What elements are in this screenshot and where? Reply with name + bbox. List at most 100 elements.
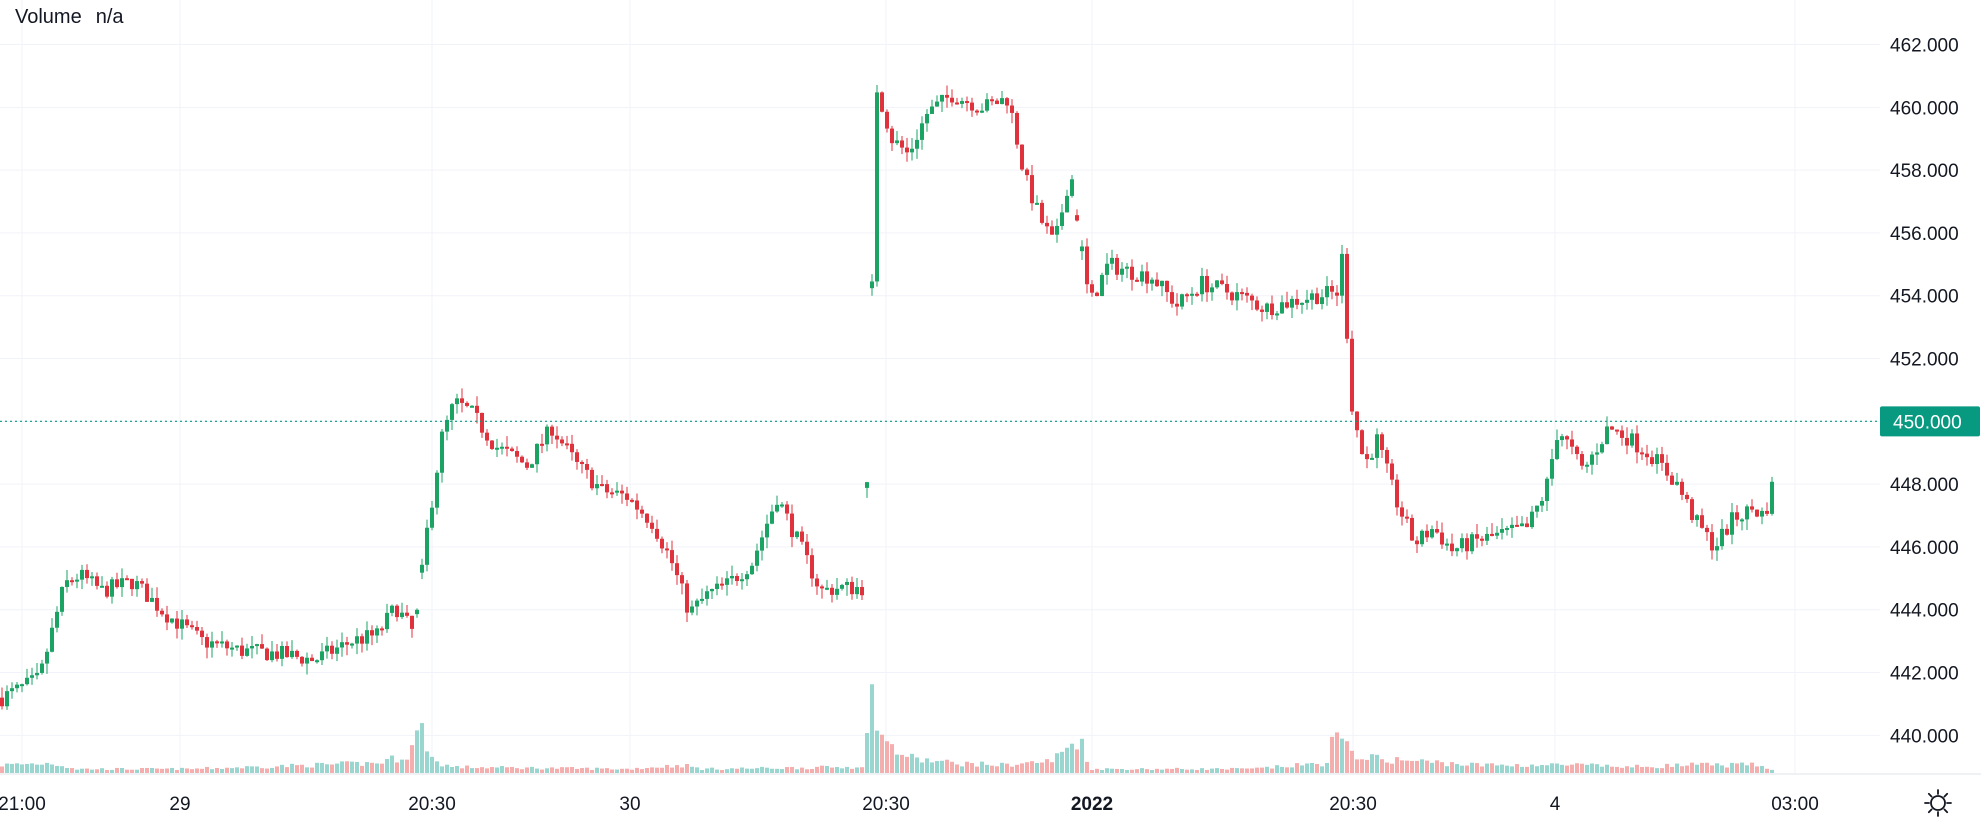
volume-bar bbox=[830, 767, 834, 773]
price-tick-label: 448.000 bbox=[1890, 475, 1959, 496]
settings-button[interactable] bbox=[1923, 788, 1953, 818]
volume-bar bbox=[1330, 736, 1334, 773]
volume-bar bbox=[1370, 754, 1374, 773]
candle-body bbox=[1355, 411, 1359, 431]
volume-bar bbox=[775, 768, 779, 773]
volume-bar bbox=[1300, 765, 1304, 773]
volume-bar bbox=[1665, 763, 1669, 773]
grid-lines bbox=[0, 0, 1880, 773]
volume-bar bbox=[540, 769, 544, 773]
candle-body bbox=[850, 581, 854, 595]
volume-bar bbox=[1245, 768, 1249, 773]
volume-bar bbox=[1435, 760, 1439, 773]
candle-body bbox=[640, 509, 644, 514]
candle-body bbox=[120, 578, 124, 588]
volume-bar bbox=[1165, 768, 1169, 773]
volume-bar bbox=[1640, 766, 1644, 773]
candle-body bbox=[1685, 494, 1689, 500]
volume-bar bbox=[1110, 768, 1114, 773]
volume-bar bbox=[690, 766, 694, 773]
candle-body bbox=[1765, 510, 1769, 514]
price-tick-label: 440.000 bbox=[1890, 726, 1959, 747]
candle-body bbox=[810, 555, 814, 579]
volume-bar bbox=[870, 684, 874, 773]
volume-bar bbox=[1275, 765, 1279, 773]
volume-bar bbox=[1715, 763, 1719, 773]
volume-bar bbox=[330, 764, 334, 773]
candle-body bbox=[1505, 528, 1509, 531]
candle-body bbox=[655, 528, 659, 539]
gear-icon bbox=[1924, 789, 1952, 817]
volume-bar bbox=[1740, 762, 1744, 773]
volume-bar bbox=[850, 768, 854, 773]
volume-bar bbox=[1210, 768, 1214, 773]
candle-body bbox=[1555, 440, 1559, 460]
volume-bar bbox=[1555, 763, 1559, 773]
candle-body bbox=[310, 657, 314, 662]
candle-body bbox=[1335, 292, 1339, 296]
volume-bar bbox=[970, 763, 974, 773]
volume-bar bbox=[1545, 765, 1549, 773]
candle-body bbox=[870, 281, 874, 289]
volume-bar bbox=[285, 767, 289, 773]
candle-body bbox=[145, 583, 149, 602]
volume-bar bbox=[125, 769, 129, 773]
volume-bar bbox=[1650, 767, 1654, 773]
candle-body bbox=[110, 579, 114, 597]
candle-body bbox=[35, 672, 39, 676]
volume-bar bbox=[105, 770, 109, 773]
volume-bar bbox=[235, 767, 239, 773]
volume-bar bbox=[890, 744, 894, 773]
price-axis[interactable]: 462.000 460.000 458.000 456.000 454.000 452.0… bbox=[1880, 0, 1981, 827]
candle-body bbox=[715, 583, 719, 590]
volume-bar bbox=[1075, 749, 1079, 773]
volume-bar bbox=[1050, 762, 1054, 773]
candle-body bbox=[945, 94, 949, 98]
candle-body bbox=[60, 586, 64, 612]
volume-bar bbox=[1195, 770, 1199, 773]
candle-body bbox=[1145, 271, 1149, 284]
candle-body bbox=[1010, 105, 1014, 113]
volume-bar bbox=[390, 755, 394, 773]
time-axis[interactable]: 21:00 29 20:30 30 20:30 2022 20:30 4 03:00 bbox=[0, 773, 1981, 815]
volume-bar bbox=[1415, 760, 1419, 773]
volume-bar bbox=[815, 766, 819, 773]
volume-bar bbox=[210, 769, 214, 773]
volume-bar bbox=[1095, 768, 1099, 773]
candle-body bbox=[1710, 532, 1714, 551]
candle-body bbox=[395, 605, 399, 618]
volume-bar bbox=[980, 761, 984, 773]
candle-body bbox=[5, 691, 9, 707]
candle-body bbox=[195, 626, 199, 631]
volume-bar bbox=[1405, 760, 1409, 773]
candle-body bbox=[990, 99, 994, 102]
candle-body bbox=[40, 663, 44, 673]
time-tick-label: 20:30 bbox=[408, 794, 456, 815]
volume-bar bbox=[955, 764, 959, 773]
volume-bar bbox=[705, 768, 709, 773]
volume-bar bbox=[80, 768, 84, 773]
candle-body bbox=[645, 513, 649, 523]
candle-body bbox=[270, 651, 274, 661]
volume-bar bbox=[810, 768, 814, 773]
volume-bar bbox=[570, 767, 574, 773]
volume-bar bbox=[1145, 769, 1149, 773]
volume-bar bbox=[1180, 769, 1184, 773]
candle-body bbox=[1655, 454, 1659, 464]
candle-body bbox=[280, 645, 284, 659]
candle-body bbox=[1190, 293, 1194, 296]
volume-bar bbox=[1350, 750, 1354, 773]
volume-bar bbox=[1670, 766, 1674, 773]
candle-body bbox=[20, 684, 24, 687]
candle-body bbox=[1450, 543, 1454, 552]
candle-body bbox=[355, 636, 359, 644]
volume-bar bbox=[560, 767, 564, 773]
candle-body bbox=[440, 431, 444, 473]
volume-bar bbox=[615, 769, 619, 773]
candle-body bbox=[555, 435, 559, 440]
price-tick-label: 454.000 bbox=[1890, 287, 1959, 308]
candle-body bbox=[1040, 202, 1044, 223]
volume-bar bbox=[1255, 767, 1259, 773]
candle-body bbox=[585, 464, 589, 470]
